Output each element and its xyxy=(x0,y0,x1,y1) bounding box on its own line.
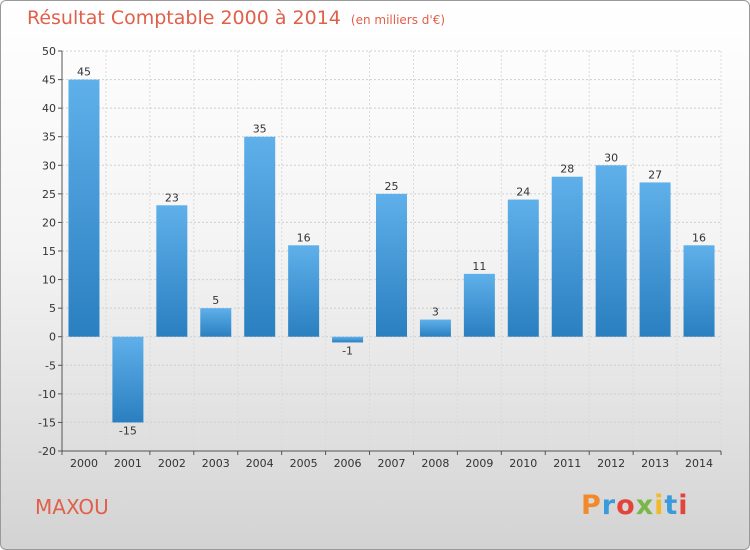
x-tick-label: 2004 xyxy=(246,457,274,470)
x-tick-label: 2008 xyxy=(421,457,449,470)
data-label: 27 xyxy=(648,168,662,181)
y-tick-label: 25 xyxy=(42,188,56,201)
bar xyxy=(244,136,276,337)
bar xyxy=(156,205,188,337)
bar xyxy=(68,79,100,337)
chart-title-text: Résultat Comptable 2000 à 2014 xyxy=(27,7,341,29)
bar xyxy=(463,273,495,337)
brand-letter: x xyxy=(635,490,655,521)
y-tick-label: 20 xyxy=(42,216,56,229)
x-tick-label: 2011 xyxy=(553,457,581,470)
x-tick-label: 2001 xyxy=(114,457,142,470)
x-tick-label: 2009 xyxy=(465,457,493,470)
data-label: 45 xyxy=(77,66,91,79)
y-tick-label: 45 xyxy=(42,74,56,87)
value-labels: 45 -15 23 5 35 16 -1 25 3 11 24 28 30 27 16 xyxy=(77,66,706,438)
y-tick-label: 30 xyxy=(42,159,56,172)
x-tick-label: 2000 xyxy=(70,457,98,470)
x-tick-label: 2003 xyxy=(202,457,230,470)
chart-title: Résultat Comptable 2000 à 2014 (en millie… xyxy=(27,7,445,29)
y-tick-label: -15 xyxy=(38,416,56,429)
data-label: 28 xyxy=(560,163,574,176)
x-tick-label: 2007 xyxy=(378,457,406,470)
brand-letter: t xyxy=(664,490,679,521)
data-label: -1 xyxy=(342,344,353,357)
x-tick-label: 2012 xyxy=(597,457,625,470)
x-tick-labels: 2000 2001 2002 2003 2004 2005 2006 2007 2008 2009… xyxy=(70,457,713,470)
bar xyxy=(683,245,715,337)
brand-letter: i xyxy=(678,490,689,521)
y-tick-labels: -20 -15 -10 -5 0 5 10 15 20 25 30 35 40 45 50 xyxy=(38,45,56,458)
brand-letter: P xyxy=(581,490,602,521)
data-label: -15 xyxy=(119,424,137,437)
x-tick-label: 2002 xyxy=(158,457,186,470)
bar xyxy=(200,308,232,337)
y-tick-label: -20 xyxy=(38,445,56,458)
data-label: 25 xyxy=(385,180,399,193)
bars xyxy=(68,79,715,423)
brand-letter: i xyxy=(654,490,665,521)
y-tick-label: 10 xyxy=(42,274,56,287)
chart-subtitle: (en milliers d'€) xyxy=(350,13,446,27)
bar xyxy=(376,193,407,337)
y-tick-label: -10 xyxy=(38,388,56,401)
y-tick-label: 5 xyxy=(49,302,56,315)
data-label: 16 xyxy=(297,231,311,244)
y-tick-label: 0 xyxy=(49,331,56,344)
bar xyxy=(507,199,539,337)
brand-letter: o xyxy=(616,490,636,521)
bar xyxy=(288,245,320,337)
data-label: 35 xyxy=(253,123,267,136)
bar xyxy=(639,182,671,337)
y-tick-label: 15 xyxy=(42,245,56,258)
bar xyxy=(112,336,144,423)
data-label: 24 xyxy=(516,186,530,199)
data-label: 5 xyxy=(212,294,219,307)
bar xyxy=(551,176,583,337)
bar xyxy=(332,336,364,343)
y-tick-label: 40 xyxy=(42,102,56,115)
bar xyxy=(595,165,627,337)
y-tick-label: 35 xyxy=(42,131,56,144)
brand-letter: r xyxy=(601,490,617,521)
data-label: 3 xyxy=(432,306,439,319)
data-label: 11 xyxy=(472,260,486,273)
bar xyxy=(419,319,451,337)
x-tick-label: 2013 xyxy=(641,457,669,470)
x-tick-label: 2010 xyxy=(509,457,537,470)
data-label: 23 xyxy=(165,191,179,204)
town-name: MAXOU xyxy=(35,495,109,519)
x-tick-label: 2005 xyxy=(290,457,318,470)
y-tick-label: -5 xyxy=(45,359,56,372)
x-tick-label: 2014 xyxy=(685,457,713,470)
x-tick-label: 2006 xyxy=(334,457,362,470)
axes xyxy=(58,50,722,455)
data-label: 30 xyxy=(604,151,618,164)
y-tick-label: 50 xyxy=(42,45,56,58)
data-label: 16 xyxy=(692,231,706,244)
brand-logo: Proxiti xyxy=(581,490,689,521)
